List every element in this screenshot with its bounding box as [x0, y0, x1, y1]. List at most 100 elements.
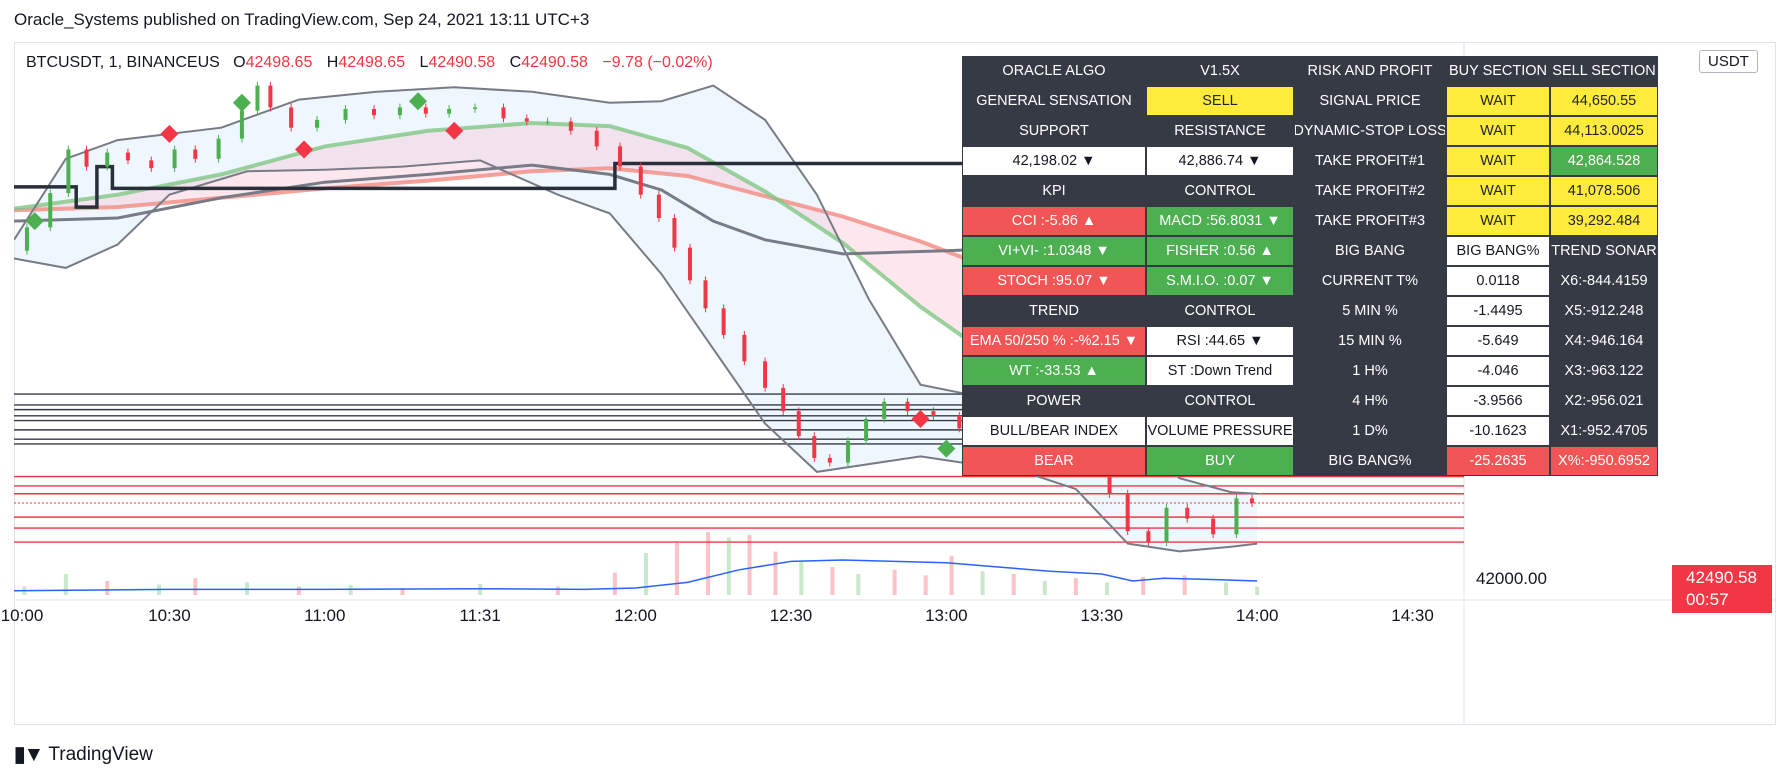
volume-bar	[1042, 581, 1047, 595]
time-tick-label: 11:00	[304, 606, 346, 625]
time-tick-label: 12:00	[614, 606, 657, 625]
candle-body	[656, 194, 661, 219]
panel-cell: 42,864.528	[1550, 146, 1658, 176]
candle-body	[1164, 507, 1169, 543]
panel-cell: RISK AND PROFIT	[1294, 56, 1446, 86]
volume-bar	[612, 572, 617, 595]
candle-body	[882, 401, 887, 419]
candle-body	[524, 118, 529, 122]
panel-cell: WAIT	[1446, 146, 1550, 176]
time-tick-label: 13:00	[925, 606, 968, 625]
volume-bar	[747, 534, 752, 595]
panel-cell: CCI :-5.86 ▲	[962, 206, 1146, 236]
candle-body	[172, 149, 177, 169]
volume-bar	[1182, 575, 1187, 595]
candle-body	[315, 119, 320, 128]
panel-cell: DYNAMIC-STOP LOSS	[1294, 116, 1446, 146]
panel-cell: X%:-950.6952	[1550, 446, 1658, 476]
candle-body	[239, 110, 244, 139]
price-tick-label: 42000.00	[1476, 569, 1547, 589]
panel-cell: BUY	[1146, 446, 1294, 476]
volume-bar	[773, 551, 778, 595]
candle-body	[289, 107, 294, 128]
bar-countdown: 00:57	[1686, 590, 1729, 609]
panel-cell: WAIT	[1446, 176, 1550, 206]
volume-bar	[1073, 578, 1078, 595]
panel-cell: -25.2635	[1446, 446, 1550, 476]
panel-cell: X3:-963.122	[1550, 356, 1658, 386]
panel-cell: VOLUME PRESSURE	[1146, 416, 1294, 446]
volume-bar	[1104, 582, 1109, 595]
candle-body	[1249, 498, 1254, 504]
panel-cell: SIGNAL PRICE	[1294, 86, 1446, 116]
candle-body	[105, 152, 110, 167]
symbol-header: BTCUSDT, 1, BINANCEUS O42498.65 H42498.6…	[26, 54, 723, 72]
panel-cell: TAKE PROFIT#2	[1294, 176, 1446, 206]
panel-cell: 0.0118	[1446, 266, 1550, 296]
candle-body	[84, 149, 89, 167]
tradingview-logo[interactable]: ▮▼ TradingView	[14, 742, 153, 767]
candle-body	[742, 334, 747, 362]
panel-cell: BIG BANG%	[1446, 236, 1550, 266]
panel-cell: WT :-33.53 ▲	[962, 356, 1146, 386]
panel-cell: 15 MIN %	[1294, 326, 1446, 356]
candle-body	[255, 85, 260, 111]
panel-cell: -1.4495	[1446, 296, 1550, 326]
panel-cell: SELL	[1146, 86, 1294, 116]
symbol-name[interactable]: BTCUSDT, 1, BINANCEUS	[26, 54, 220, 71]
panel-cell: BIG BANG%	[1294, 446, 1446, 476]
panel-cell: TAKE PROFIT#1	[1294, 146, 1446, 176]
panel-cell: 44,650.55	[1550, 86, 1658, 116]
volume-bar	[296, 586, 301, 595]
volume-bar	[799, 561, 804, 595]
candle-body	[845, 440, 850, 463]
candle-body	[618, 146, 623, 167]
time-tick-label: 12:30	[769, 606, 813, 625]
panel-cell: X1:-952.4705	[1550, 416, 1658, 446]
time-tick-label: 14:30	[1391, 606, 1434, 625]
candle-body	[24, 227, 29, 251]
candle-body	[216, 138, 221, 159]
panel-cell: ST :Down Trend	[1146, 356, 1294, 386]
volume-bar	[980, 571, 985, 595]
panel-cell: 42,886.74 ▼	[1146, 146, 1294, 176]
panel-cell: 42,198.02 ▼	[962, 146, 1146, 176]
candle-body	[447, 108, 452, 114]
panel-cell: 1 H%	[1294, 356, 1446, 386]
volume-bar	[400, 588, 405, 595]
open-label: O	[233, 54, 246, 71]
volume-bar	[675, 543, 680, 595]
panel-cell: CONTROL	[1146, 296, 1294, 326]
panel-cell: CONTROL	[1146, 176, 1294, 206]
candle-body	[501, 107, 506, 119]
tradingview-logo-icon: ▮▼	[14, 743, 44, 766]
panel-cell: RESISTANCE	[1146, 116, 1294, 146]
sell-signal-marker	[911, 409, 930, 428]
time-tick-label: 14:00	[1235, 606, 1279, 625]
panel-cell: X2:-956.021	[1550, 386, 1658, 416]
panel-cell: 1 D%	[1294, 416, 1446, 446]
panel-cell: CONTROL	[1146, 386, 1294, 416]
volume-bar	[830, 567, 835, 595]
volume-bar	[1141, 576, 1146, 595]
candle-body	[48, 193, 53, 228]
volume-bar	[555, 586, 560, 595]
currency-button[interactable]: USDT	[1699, 50, 1758, 73]
volume-ma-line	[14, 559, 1258, 592]
buy-signal-marker	[409, 92, 428, 111]
candle-body	[687, 247, 692, 281]
low-value: 42490.58	[428, 54, 496, 71]
candle-body	[473, 107, 478, 109]
volume-bar	[1011, 574, 1016, 595]
panel-cell: MACD :56.8031 ▼	[1146, 206, 1294, 236]
candle-body	[423, 107, 428, 114]
panel-cell: X4:-946.164	[1550, 326, 1658, 356]
panel-cell: WAIT	[1446, 116, 1550, 146]
time-tick-label: 11:31	[459, 606, 501, 625]
time-tick-label: 10:00	[0, 606, 44, 625]
candle-body	[125, 152, 130, 161]
candle-body	[268, 85, 273, 108]
panel-cell: V1.5X	[1146, 56, 1294, 86]
panel-cell: -10.1623	[1446, 416, 1550, 446]
oracle-algo-panel: ORACLE ALGO V1.5X RISK AND PROFIT BUY SECTI…	[962, 56, 1658, 476]
